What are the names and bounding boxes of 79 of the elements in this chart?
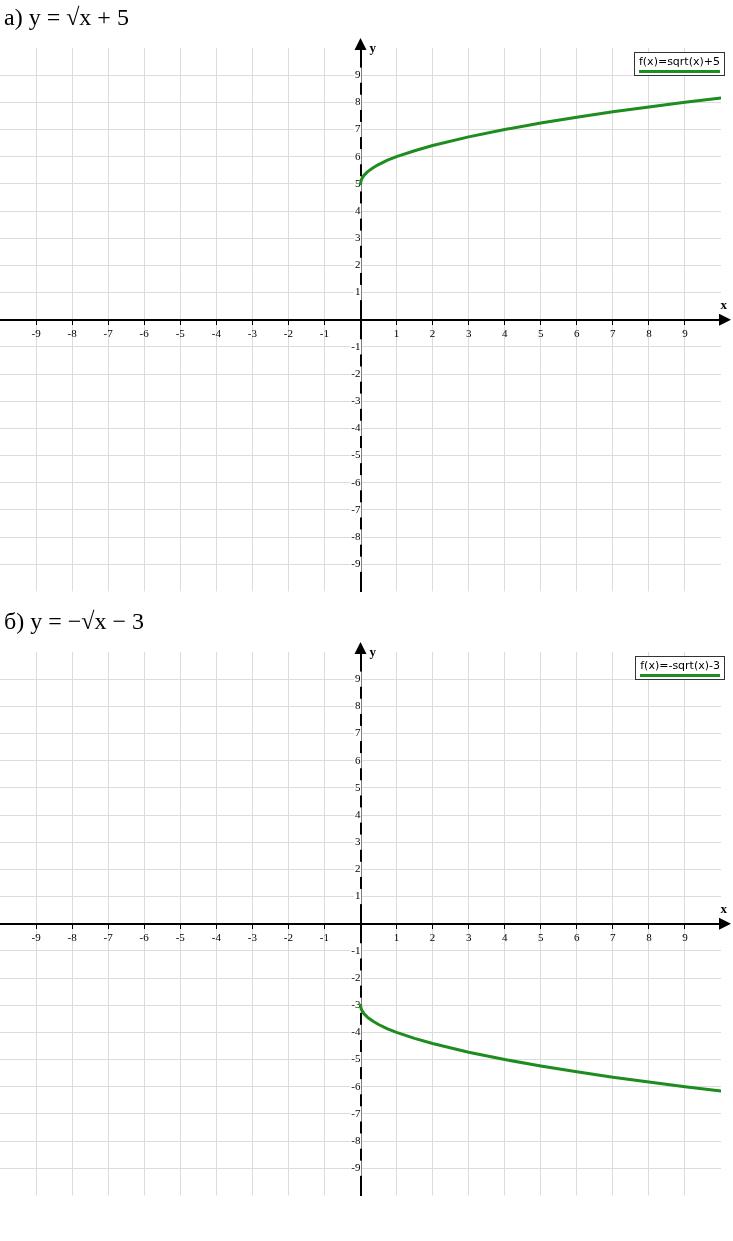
y-tick-label: 8 xyxy=(355,699,361,712)
y-axis-title: y xyxy=(369,643,377,659)
y-tick-label: 6 xyxy=(355,753,361,766)
x-tick-label: -6 xyxy=(139,931,150,944)
x-tick-label: 2 xyxy=(429,327,436,340)
y-tick-label: 2 xyxy=(355,862,361,875)
y-tick-label: -4 xyxy=(351,421,361,434)
y-tick-label: 7 xyxy=(355,726,361,739)
y-tick-label: -8 xyxy=(351,1133,361,1146)
y-tick-label: -8 xyxy=(351,529,361,542)
x-tick-label: -3 xyxy=(247,931,258,944)
x-tick-label: -2 xyxy=(283,327,293,340)
y-tick-label: -7 xyxy=(351,502,361,515)
y-tick-label: 3 xyxy=(355,231,361,244)
x-tick-label: -5 xyxy=(175,327,186,340)
y-tick-label: -5 xyxy=(351,448,361,461)
y-tick-label: -7 xyxy=(351,1106,361,1119)
x-tick-label: -4 xyxy=(211,931,222,944)
y-tick-label: -3 xyxy=(351,394,361,407)
y-axis-title: y xyxy=(369,39,377,55)
y-tick-label: 3 xyxy=(355,835,361,848)
y-tick-label: 7 xyxy=(355,122,361,135)
y-tick-label: 1 xyxy=(355,285,361,298)
x-tick-label: 2 xyxy=(429,931,436,944)
x-tick-label: 3 xyxy=(465,931,472,944)
x-tick-label: 4 xyxy=(501,931,508,944)
x-tick-label: -8 xyxy=(67,931,78,944)
x-tick-label: 9 xyxy=(682,327,689,340)
y-tick-label: -1 xyxy=(351,339,361,352)
x-tick-label: -1 xyxy=(319,931,330,944)
y-tick-label: -5 xyxy=(351,1052,361,1065)
x-tick-label: -6 xyxy=(139,327,150,340)
legend-box: f(x)=-sqrt(x)-3 xyxy=(635,656,725,680)
x-tick-label: -9 xyxy=(31,931,42,944)
y-tick-label: -9 xyxy=(351,1161,361,1174)
x-tick-label: 1 xyxy=(393,931,400,944)
x-tick-label: -3 xyxy=(247,327,258,340)
y-tick-label: 1 xyxy=(355,889,361,902)
x-tick-label: -4 xyxy=(211,327,222,340)
x-tick-label: 7 xyxy=(610,931,617,944)
y-tick-label: -4 xyxy=(351,1025,361,1038)
y-tick-label: 4 xyxy=(355,807,361,820)
x-tick-label: 5 xyxy=(538,931,544,944)
y-tick-label: 6 xyxy=(355,149,361,162)
y-tick-label: 8 xyxy=(355,95,361,108)
x-tick-label: -2 xyxy=(283,931,293,944)
x-tick-label: 8 xyxy=(646,931,653,944)
y-tick-label: 2 xyxy=(355,258,361,271)
x-tick-label: 7 xyxy=(610,327,617,340)
chart-title: б) y = −√x − 3 xyxy=(3,607,145,636)
chart-title: а) y = √x + 5 xyxy=(3,3,130,32)
y-tick-label: 4 xyxy=(355,203,361,216)
x-axis-title: x xyxy=(720,296,728,312)
legend-box: f(x)=sqrt(x)+5 xyxy=(633,52,725,76)
y-tick-label: -3 xyxy=(351,998,361,1011)
x-tick-label: -7 xyxy=(103,931,114,944)
x-tick-label: -8 xyxy=(67,327,78,340)
x-tick-label: -7 xyxy=(103,327,114,340)
x-tick-label: 9 xyxy=(682,931,689,944)
y-tick-label: -6 xyxy=(351,475,361,488)
x-axis-title: x xyxy=(720,900,728,916)
x-tick-label: 4 xyxy=(501,327,508,340)
x-tick-label: 1 xyxy=(393,327,400,340)
x-tick-label: -5 xyxy=(175,931,186,944)
x-tick-label: 5 xyxy=(538,327,544,340)
y-tick-label: -9 xyxy=(351,557,361,570)
x-tick-label: 6 xyxy=(574,327,581,340)
x-tick-label: -9 xyxy=(31,327,42,340)
y-tick-label: 9 xyxy=(355,68,361,81)
x-tick-label: -1 xyxy=(319,327,330,340)
y-tick-label: -6 xyxy=(351,1079,361,1092)
y-tick-label: -2 xyxy=(351,366,361,379)
y-tick-label: 5 xyxy=(355,780,361,793)
x-tick-label: 6 xyxy=(574,931,581,944)
y-tick-label: 9 xyxy=(355,672,361,685)
y-tick-label: -2 xyxy=(351,970,361,983)
y-tick-label: -1 xyxy=(351,943,361,956)
x-tick-label: 3 xyxy=(465,327,472,340)
x-tick-label: 8 xyxy=(646,327,653,340)
